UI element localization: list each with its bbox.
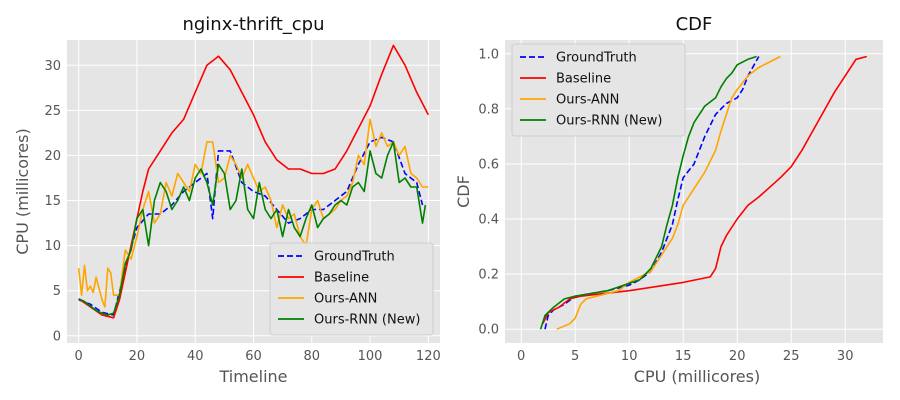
- legend-label: GroundTruth: [314, 250, 395, 265]
- legend-label: GroundTruth: [556, 51, 637, 66]
- y-tick-label: 20: [44, 149, 61, 164]
- y-axis-label: CPU (millicores): [13, 128, 32, 254]
- series-line-ours-ann: [556, 55, 781, 330]
- x-tick-label: 10: [621, 349, 638, 364]
- y-tick-label: 0.6: [478, 157, 499, 172]
- x-tick-label: 0: [75, 349, 83, 364]
- x-axis-label: CPU (millicores): [634, 367, 760, 386]
- x-tick-label: 0: [517, 349, 525, 364]
- x-tick-label: 20: [129, 349, 146, 364]
- x-tick-label: 25: [783, 349, 800, 364]
- x-tick-label: 40: [187, 349, 204, 364]
- y-tick-label: 25: [44, 104, 61, 119]
- legend: GroundTruth Baseline Ours-ANN Ours-RNN (New…: [511, 43, 686, 137]
- y-tick-label: 0.8: [478, 102, 499, 117]
- legend-label: Ours-ANN: [314, 292, 377, 307]
- chart-title: CDF: [676, 14, 713, 35]
- y-tick-label: 0: [53, 329, 61, 344]
- x-tick-label: 100: [358, 349, 383, 364]
- y-axis-label: CDF: [454, 175, 473, 208]
- y-tick-label: 0.4: [478, 213, 499, 228]
- x-tick-label: 15: [675, 349, 692, 364]
- y-tick-label: 5: [53, 284, 61, 299]
- x-tick-label: 20: [729, 349, 746, 364]
- legend-box: [511, 43, 686, 137]
- legend: GroundTruth Baseline Ours-ANN Ours-RNN (New…: [269, 242, 434, 336]
- series-line-groundtruth: [544, 56, 760, 330]
- x-tick-label: 80: [304, 349, 321, 364]
- legend-label: Baseline: [314, 271, 369, 286]
- cdf-chart: 0 5 10 15 20 25 30 0.0 0.2 0.4 0.6 0.8 1.0 CDF CPU (…: [454, 14, 883, 386]
- legend-label: Baseline: [556, 72, 611, 87]
- series-line-baseline: [542, 55, 868, 325]
- y-tick-label: 10: [44, 239, 61, 254]
- legend-label: Ours-RNN (New): [556, 114, 662, 129]
- y-tick-label: 30: [44, 59, 61, 74]
- series-line-ours-ann: [77, 118, 429, 308]
- y-tick-label: 1.0: [478, 47, 499, 62]
- x-tick-label: 5: [571, 349, 579, 364]
- x-tick-label: 60: [245, 349, 262, 364]
- x-axis-label: Timeline: [218, 367, 287, 386]
- series-line-ours-rnn-new: [539, 55, 757, 330]
- x-tick-label: 120: [416, 349, 441, 364]
- y-tick-label: 15: [44, 194, 61, 209]
- legend-label: Ours-ANN: [556, 93, 619, 108]
- legend-box: [269, 242, 434, 336]
- y-tick-label: 0.2: [478, 268, 499, 283]
- x-tick-label: 30: [837, 349, 854, 364]
- y-tick-label: 0.0: [478, 323, 499, 338]
- chart-title: nginx-thrift_cpu: [182, 14, 324, 35]
- legend-label: Ours-RNN (New): [314, 313, 420, 328]
- cpu-timeline-chart: 0 20 40 60 80 100 120 0 5 10 15 20 25 30 nginx-thrift…: [13, 14, 441, 386]
- series-line-ours-rnn-new: [78, 141, 427, 316]
- series-line-groundtruth: [78, 136, 424, 316]
